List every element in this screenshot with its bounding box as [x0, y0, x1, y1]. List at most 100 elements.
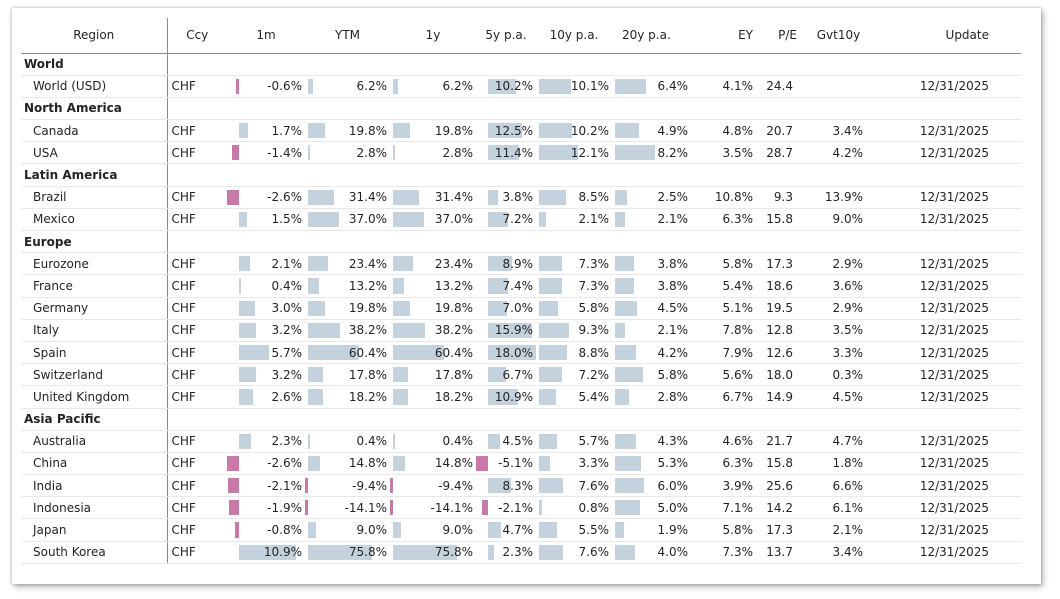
- ytm-bar: [308, 278, 320, 294]
- col-header-ey[interactable]: EY: [691, 18, 757, 54]
- group-empty-cell: [536, 163, 612, 187]
- ytm-bar: [308, 433, 310, 449]
- y5-bar: [488, 189, 499, 205]
- col-header-gvt10y[interactable]: Gvt10y: [801, 18, 876, 54]
- y10-cell: 5.4%: [536, 385, 612, 409]
- col-header-ytm[interactable]: YTM: [305, 18, 390, 54]
- y5-cell: 15.9%: [476, 319, 536, 342]
- col-header-5y[interactable]: 5y p.a.: [476, 18, 536, 54]
- m1-value: -0.6%: [267, 79, 302, 94]
- y10-value: 8.5%: [578, 190, 610, 205]
- y20-value: 4.5%: [657, 301, 689, 316]
- col-header-1y[interactable]: 1y: [390, 18, 476, 54]
- y5-cell: 3.8%: [476, 186, 536, 209]
- y5-cell: 10.9%: [476, 385, 536, 409]
- y20-cell: 4.0%: [612, 541, 691, 564]
- group-empty-cell: [876, 163, 1021, 187]
- m1-cell: 1.5%: [227, 208, 305, 232]
- group-empty-cell: [691, 163, 757, 187]
- y1-cell: 14.8%: [390, 452, 476, 476]
- header-row: Region Ccy 1m YTM 1y 5y p.a. 10y p.a. 20…: [21, 18, 1021, 54]
- y1-value: 19.8%: [434, 123, 473, 138]
- y20-cell: 2.5%: [612, 186, 691, 209]
- m1-bar: [239, 256, 250, 272]
- col-header-ccy[interactable]: Ccy: [166, 18, 227, 54]
- ccy-cell: CHF: [166, 518, 227, 542]
- y20-value: 5.8%: [657, 367, 689, 382]
- y20-cell: 1.9%: [612, 518, 691, 542]
- ytm-cell: 37.0%: [305, 208, 390, 232]
- y1-bar: [393, 189, 420, 205]
- group-empty-cell: [227, 408, 305, 431]
- m1-value: 0.4%: [271, 278, 303, 293]
- ytm-cell: -9.4%: [305, 474, 390, 498]
- y1-cell: 6.2%: [390, 75, 476, 98]
- gvt10y-cell: 6.6%: [801, 474, 876, 498]
- col-header-update[interactable]: Update: [876, 18, 1021, 54]
- group-empty-cell: [691, 230, 757, 254]
- m1-bar: [228, 478, 239, 494]
- ey-cell: 5.8%: [691, 518, 757, 542]
- group-label: World: [21, 53, 167, 76]
- col-header-10y[interactable]: 10y p.a.: [536, 18, 612, 54]
- y5-cell: 10.2%: [476, 75, 536, 98]
- m1-cell: -1.9%: [227, 496, 305, 520]
- col-header-pe[interactable]: P/E: [757, 18, 801, 54]
- y1-bar: [393, 278, 405, 294]
- y10-cell: 7.2%: [536, 363, 612, 387]
- m1-cell: 0.4%: [227, 274, 305, 298]
- y1-value: 13.2%: [434, 278, 473, 293]
- region-cell: Mexico: [21, 208, 167, 232]
- y20-value: 3.8%: [657, 256, 689, 271]
- y5-bar: [488, 145, 520, 161]
- m1-bar: [234, 522, 239, 538]
- pe-cell: 15.8: [757, 208, 801, 232]
- group-empty-cell: [757, 97, 801, 121]
- y5-value: 3.8%: [502, 190, 534, 205]
- y5-value: 10.2%: [494, 79, 533, 94]
- group-empty-cell: [305, 408, 390, 431]
- y1-value: 0.4%: [442, 434, 474, 449]
- y10-bar: [539, 322, 569, 338]
- ey-cell: 6.3%: [691, 208, 757, 232]
- y10-value: 12.1%: [570, 145, 609, 160]
- y20-bar: [615, 389, 629, 405]
- group-empty-cell: [536, 230, 612, 254]
- y5-value: 7.2%: [502, 212, 534, 227]
- y1-bar: [390, 500, 393, 516]
- gvt10y-cell: 2.9%: [801, 297, 876, 320]
- group-empty-cell: [801, 230, 876, 254]
- y10-value: 7.3%: [578, 256, 610, 271]
- group-ccy-cell: [166, 230, 227, 254]
- y10-cell: 5.5%: [536, 518, 612, 542]
- y5-bar: [482, 500, 488, 516]
- ey-cell: 4.1%: [691, 75, 757, 98]
- y5-bar: [476, 455, 488, 472]
- y20-value: 5.0%: [657, 500, 689, 515]
- table-row: India CHF -2.1% -9.4% -9.4% 8.3% 7.6% 6.0% 3.9% 2…: [21, 474, 1021, 498]
- y10-cell: 5.7%: [536, 430, 612, 453]
- group-empty-cell: [612, 163, 691, 187]
- table-row: United Kingdom CHF 2.6% 18.2% 18.2% 10.9% 5.4%…: [21, 385, 1021, 409]
- y10-cell: 7.6%: [536, 541, 612, 564]
- y10-value: 5.5%: [578, 523, 610, 538]
- ytm-cell: 14.8%: [305, 452, 390, 476]
- pe-cell: 14.9: [757, 385, 801, 409]
- ytm-cell: 31.4%: [305, 186, 390, 209]
- y20-cell: 3.8%: [612, 252, 691, 276]
- col-header-20y[interactable]: 20y p.a.: [612, 18, 691, 54]
- y10-bar: [539, 189, 567, 205]
- y5-bar: [488, 522, 501, 538]
- y1-value: 14.8%: [434, 456, 473, 471]
- y10-value: 7.3%: [578, 278, 610, 293]
- group-empty-cell: [757, 53, 801, 76]
- y10-cell: 3.3%: [536, 452, 612, 476]
- group-label: North America: [21, 97, 167, 121]
- ytm-cell: 19.8%: [305, 297, 390, 320]
- col-header-1m[interactable]: 1m: [227, 18, 305, 54]
- ytm-value: 19.8%: [348, 301, 387, 316]
- y20-value: 4.2%: [657, 345, 689, 360]
- y1-bar: [393, 322, 426, 338]
- col-header-region[interactable]: Region: [21, 18, 167, 54]
- ytm-cell: 38.2%: [305, 319, 390, 342]
